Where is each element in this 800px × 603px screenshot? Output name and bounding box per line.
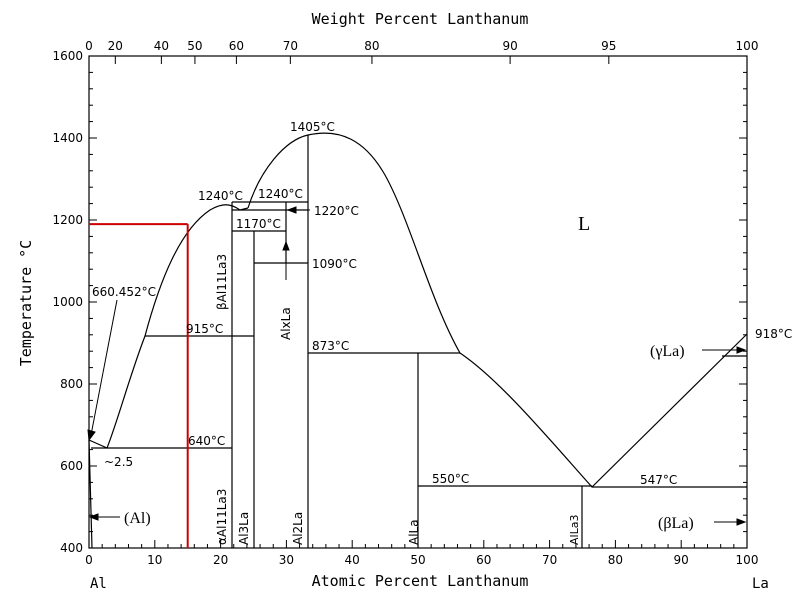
beta-la-label: (βLa) [658, 515, 694, 532]
label-660: 660.452°C [92, 285, 156, 299]
label-640: 640°C [188, 434, 225, 448]
top-tick-labels: 0 20 40 50 60 70 80 90 95 100 [85, 39, 758, 53]
left-tick-label: 1200 [52, 213, 83, 227]
top-tick-label: 20 [108, 39, 123, 53]
arrows [87, 206, 747, 526]
label-550: 550°C [432, 472, 469, 486]
label-alpha-al11la3: αAl11La3 [215, 489, 229, 545]
label-915: 915°C [186, 322, 223, 336]
al-solvus [88, 439, 93, 549]
label-1405: 1405°C [290, 120, 335, 134]
label-al2la: Al2La [291, 512, 305, 545]
left-tick-label: 1600 [52, 49, 83, 63]
gamma-la-label: (γLa) [650, 343, 685, 360]
bottom-tick-label: 100 [736, 553, 759, 567]
top-tick-label: 90 [502, 39, 517, 53]
compound-labels: βAl11La3 αAl11La3 Al3La Al2La AlxLa AlLa… [215, 254, 581, 545]
liquidus-la-side [459, 333, 748, 488]
phase-boundaries [88, 132, 748, 549]
bottom-tick-label: 30 [279, 553, 294, 567]
label-1220: 1220°C [314, 204, 359, 218]
top-tick-label: 70 [283, 39, 298, 53]
liquidus-dome [247, 132, 461, 354]
left-tick-label: 1400 [52, 131, 83, 145]
label-1240b: 1240°C [258, 187, 303, 201]
bottom-tick-label: 70 [542, 553, 557, 567]
bottom-tick-label: 50 [410, 553, 425, 567]
arrow-660-line [90, 299, 118, 436]
label-beta-al11la3: βAl11La3 [215, 254, 229, 310]
label-547: 547°C [640, 473, 677, 487]
left-tick-label: 600 [60, 459, 83, 473]
bottom-tick-labels: 0 10 20 30 40 50 60 70 80 90 100 [85, 553, 758, 567]
arrow-660-head [87, 429, 96, 442]
label-alla: AlLa [407, 519, 421, 545]
bottom-tick-label: 40 [345, 553, 360, 567]
label-al3la: Al3La [237, 512, 251, 545]
arrow-al-head [88, 513, 99, 521]
label-1240a: 1240°C [198, 189, 243, 203]
liquidus-al-side [88, 204, 249, 449]
liquid-label: L [578, 213, 590, 235]
right-element-label: La [752, 576, 769, 592]
label-918: 918°C [755, 327, 792, 341]
top-tick-label: 60 [229, 39, 244, 53]
bottom-tick-label: 90 [674, 553, 689, 567]
label-1170: 1170°C [236, 217, 281, 231]
arrow-gamma-head [736, 346, 747, 354]
left-tick-label: 400 [60, 541, 83, 555]
axis-ticks [88, 55, 748, 549]
bottom-tick-label: 20 [213, 553, 228, 567]
label-873: 873°C [312, 339, 349, 353]
top-tick-label: 100 [736, 39, 759, 53]
label-alxla: AlxLa [279, 307, 293, 340]
bottom-axis-title: Atomic Percent Lanthanum [312, 572, 529, 590]
arrow-alxla-head [282, 240, 290, 251]
left-tick-labels: 400 600 800 1000 1200 1400 1600 [52, 49, 83, 555]
al-phase-label: (Al) [124, 510, 151, 527]
arrow-1220-head [286, 206, 297, 214]
bottom-tick-label: 10 [147, 553, 162, 567]
top-tick-label: 40 [154, 39, 169, 53]
y-axis-title: Temperature °C [17, 240, 35, 366]
arrow-beta-head [736, 518, 747, 526]
top-tick-label: 0 [85, 39, 93, 53]
left-tick-label: 800 [60, 377, 83, 391]
bottom-tick-label: 60 [476, 553, 491, 567]
top-tick-label: 95 [601, 39, 616, 53]
label-1090: 1090°C [312, 257, 357, 271]
label-approx: ~2.5 [104, 455, 133, 469]
left-tick-label: 1000 [52, 295, 83, 309]
bottom-tick-label: 0 [85, 553, 93, 567]
top-axis-title: Weight Percent Lanthanum [312, 10, 529, 28]
bottom-tick-label: 80 [608, 553, 623, 567]
temperature-labels: 1405°C 1240°C 1240°C 1220°C 1170°C 1090°… [92, 120, 792, 487]
left-element-label: Al [90, 576, 107, 592]
top-tick-label: 50 [187, 39, 202, 53]
top-tick-label: 80 [364, 39, 379, 53]
label-alla3: AlLa3 [568, 515, 581, 545]
highlight-lines [89, 223, 189, 548]
